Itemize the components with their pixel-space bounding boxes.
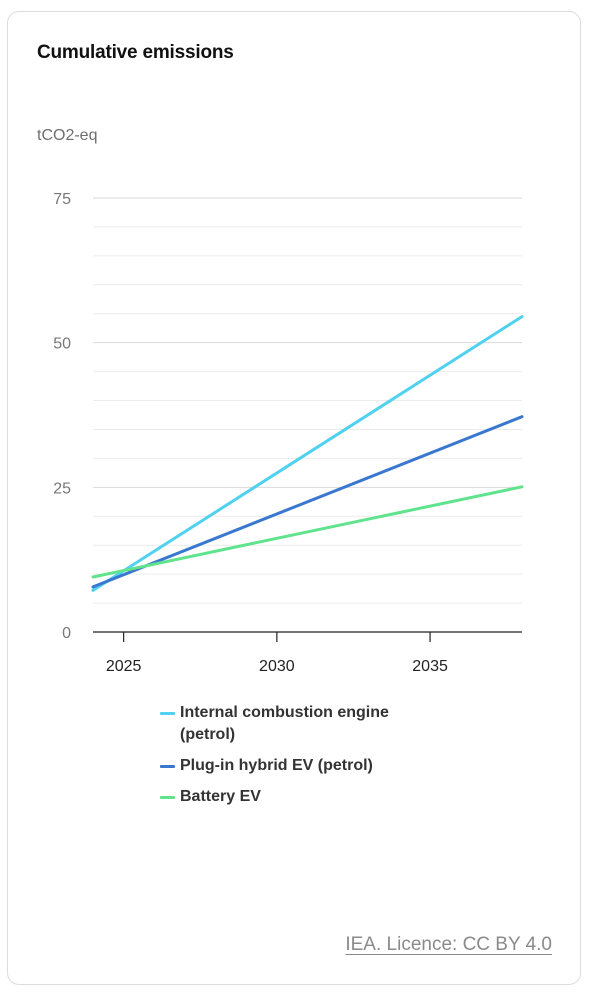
series-lines [91, 315, 524, 592]
chart-card [7, 11, 581, 985]
line-chart: 0 25 50 75 2025 2030 2035 [53, 191, 524, 675]
grid-lines [93, 197, 522, 604]
legend: Internal combustion engine (petrol) Plug… [160, 702, 460, 817]
legend-label-phev: Plug-in hybrid EV (petrol) [180, 757, 373, 774]
legend-item-phev[interactable]: Plug-in hybrid EV (petrol) [160, 755, 460, 777]
legend-label-bev: Battery EV [180, 788, 261, 805]
x-axis: 2025 2030 2035 [93, 631, 522, 675]
y-tick-label: 50 [53, 336, 71, 353]
legend-item-ice[interactable]: Internal combustion engine (petrol) [160, 702, 460, 746]
x-tick-label: 2030 [259, 658, 295, 675]
series-line-2[interactable] [91, 485, 524, 579]
legend-swatch-bev [160, 796, 175, 799]
legend-swatch-phev [160, 765, 175, 768]
legend-item-bev[interactable]: Battery EV [160, 786, 460, 808]
licence-link[interactable]: IEA. Licence: CC BY 4.0 [345, 934, 552, 955]
y-axis-unit-label: tCO2-eq [37, 127, 98, 144]
y-tick-label: 25 [53, 480, 71, 497]
x-tick-label: 2025 [106, 658, 142, 675]
legend-label-ice: Internal combustion engine (petrol) [180, 704, 389, 743]
x-tick-label: 2035 [412, 658, 448, 675]
y-tick-label: 75 [53, 191, 71, 208]
chart-title: Cumulative emissions [37, 42, 234, 63]
series-line-0[interactable] [91, 315, 524, 592]
y-tick-label: 0 [62, 625, 71, 642]
series-line-1[interactable] [91, 415, 524, 589]
legend-swatch-ice [160, 712, 175, 715]
y-axis-ticks: 0 25 50 75 [53, 191, 71, 642]
